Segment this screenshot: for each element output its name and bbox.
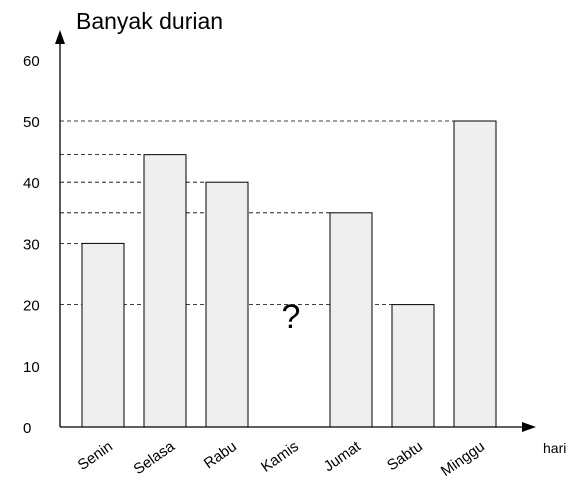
bar [143, 154, 187, 428]
y-axis-arrow-icon [55, 30, 65, 44]
x-category-label: Minggu [438, 438, 488, 480]
y-tick-label: 0 [23, 420, 31, 437]
y-tick-label: 40 [23, 175, 40, 192]
bar [81, 242, 125, 428]
x-category-label: Selasa [131, 438, 179, 479]
x-category-labels: Senin Selasa Rabu Kamis Jumat Sabtu Minggu [75, 437, 488, 480]
x-axis-title: hari [543, 440, 566, 456]
y-tick-label: 50 [23, 114, 40, 131]
unknown-value-mark: ? [282, 298, 301, 336]
x-axis-arrow-icon [522, 422, 536, 432]
y-tick-label: 20 [23, 298, 40, 315]
x-category-label: Kamis [258, 438, 302, 476]
bar [453, 120, 497, 428]
y-tick-label: 10 [23, 359, 40, 376]
bar [391, 304, 435, 428]
x-category-label: Senin [75, 438, 116, 474]
x-category-label: Rabu [201, 438, 240, 472]
bars [81, 120, 497, 428]
y-axis-title: Banyak durian [76, 8, 223, 34]
y-tick-labels: 0 10 20 30 40 50 60 [23, 53, 40, 437]
bar [329, 212, 373, 428]
bar [205, 181, 249, 428]
axes [55, 30, 536, 432]
y-tick-label: 60 [23, 53, 40, 70]
x-category-label: Jumat [321, 437, 365, 475]
x-category-label: Sabtu [384, 438, 426, 474]
y-tick-label: 30 [23, 236, 40, 253]
